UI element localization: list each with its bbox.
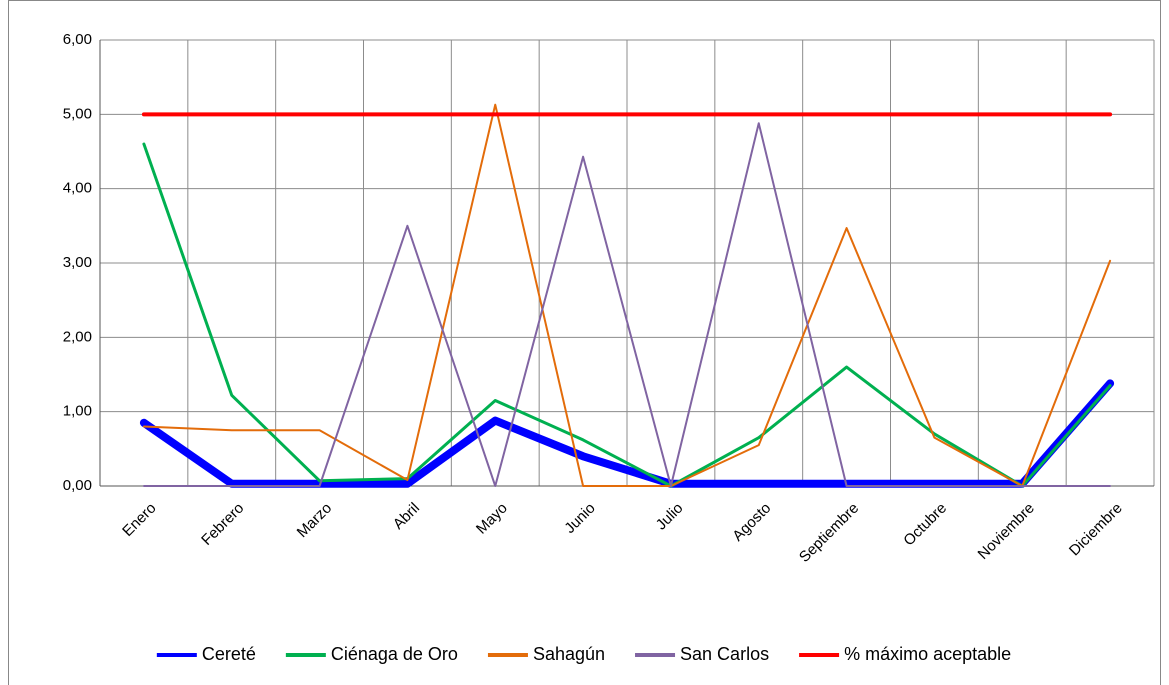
y-tick-label: 2,00 — [63, 328, 92, 345]
legend: Cereté Ciénaga de Oro Sahagún San Carlos % m… — [156, 644, 1011, 664]
legend-label: Cereté — [202, 644, 256, 664]
y-tick-label: 1,00 — [63, 403, 92, 420]
series-line — [142, 122, 1112, 487]
legend-label: Sahagún — [533, 644, 605, 664]
y-tick-label: 0,00 — [63, 477, 92, 494]
series-line — [142, 103, 1112, 487]
legend-label: Ciénaga de Oro — [331, 644, 458, 664]
y-tick-label: 5,00 — [63, 105, 92, 122]
y-tick-label: 3,00 — [63, 254, 92, 271]
chart-border — [8, 0, 1161, 685]
legend-label: % máximo aceptable — [844, 644, 1011, 664]
y-tick-label: 6,00 — [63, 31, 92, 48]
series-line — [139, 379, 1115, 488]
y-tick-label: 4,00 — [63, 180, 92, 197]
legend-label: San Carlos — [680, 644, 769, 664]
series-line — [142, 142, 1112, 488]
